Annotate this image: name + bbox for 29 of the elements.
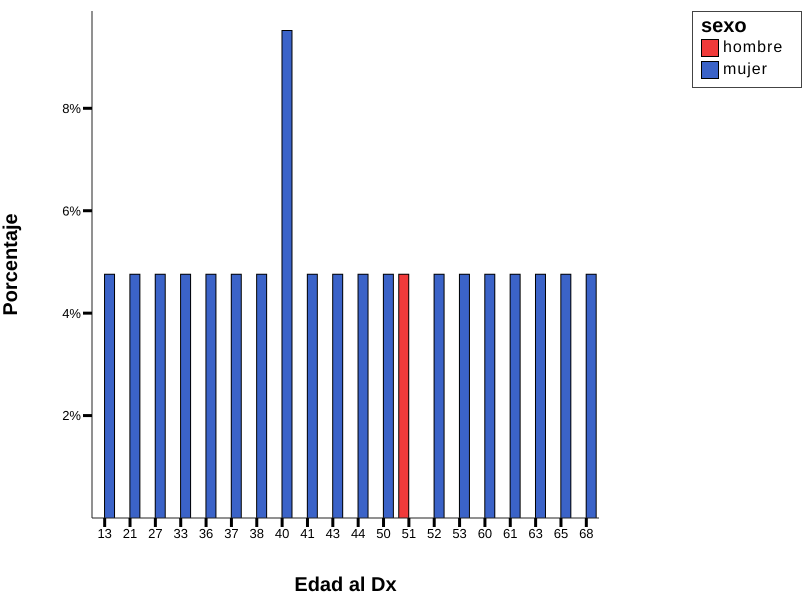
x-tick-label: 68 <box>579 526 594 542</box>
legend-title: sexo <box>701 15 748 37</box>
x-tick-label: 13 <box>97 526 112 542</box>
x-tick-label: 61 <box>503 526 518 542</box>
x-tick-label: 27 <box>148 526 163 542</box>
y-tick-label: 8% <box>62 100 82 116</box>
x-tick-label: 43 <box>326 526 340 542</box>
x-tick-label: 33 <box>173 526 188 542</box>
x-tick-label: 53 <box>452 526 467 542</box>
x-tick-label: 65 <box>554 526 568 542</box>
x-tick-label: 41 <box>300 526 315 542</box>
x-tick-label: 60 <box>478 526 492 542</box>
x-tick-label: 40 <box>274 526 290 542</box>
x-tick-label: 51 <box>402 526 416 542</box>
legend-label: hombre <box>723 38 784 58</box>
legend-label: mujer <box>723 60 768 80</box>
x-tick-label: 38 <box>250 526 264 542</box>
x-tick-label: 50 <box>376 526 391 542</box>
x-tick-label: 36 <box>198 526 214 542</box>
y-axis-title: Porcentaje <box>0 213 22 316</box>
x-axis-title: Edad al Dx <box>294 574 397 595</box>
x-tick-label: 63 <box>528 526 543 542</box>
y-tick-label: 2% <box>62 408 82 424</box>
y-tick-label: 6% <box>62 203 82 218</box>
x-tick-label: 44 <box>350 526 366 542</box>
y-tick-label: 4% <box>62 306 82 321</box>
x-tick-label: 21 <box>122 526 138 542</box>
x-tick-label: 37 <box>224 526 239 542</box>
x-tick-label: 52 <box>426 526 442 542</box>
